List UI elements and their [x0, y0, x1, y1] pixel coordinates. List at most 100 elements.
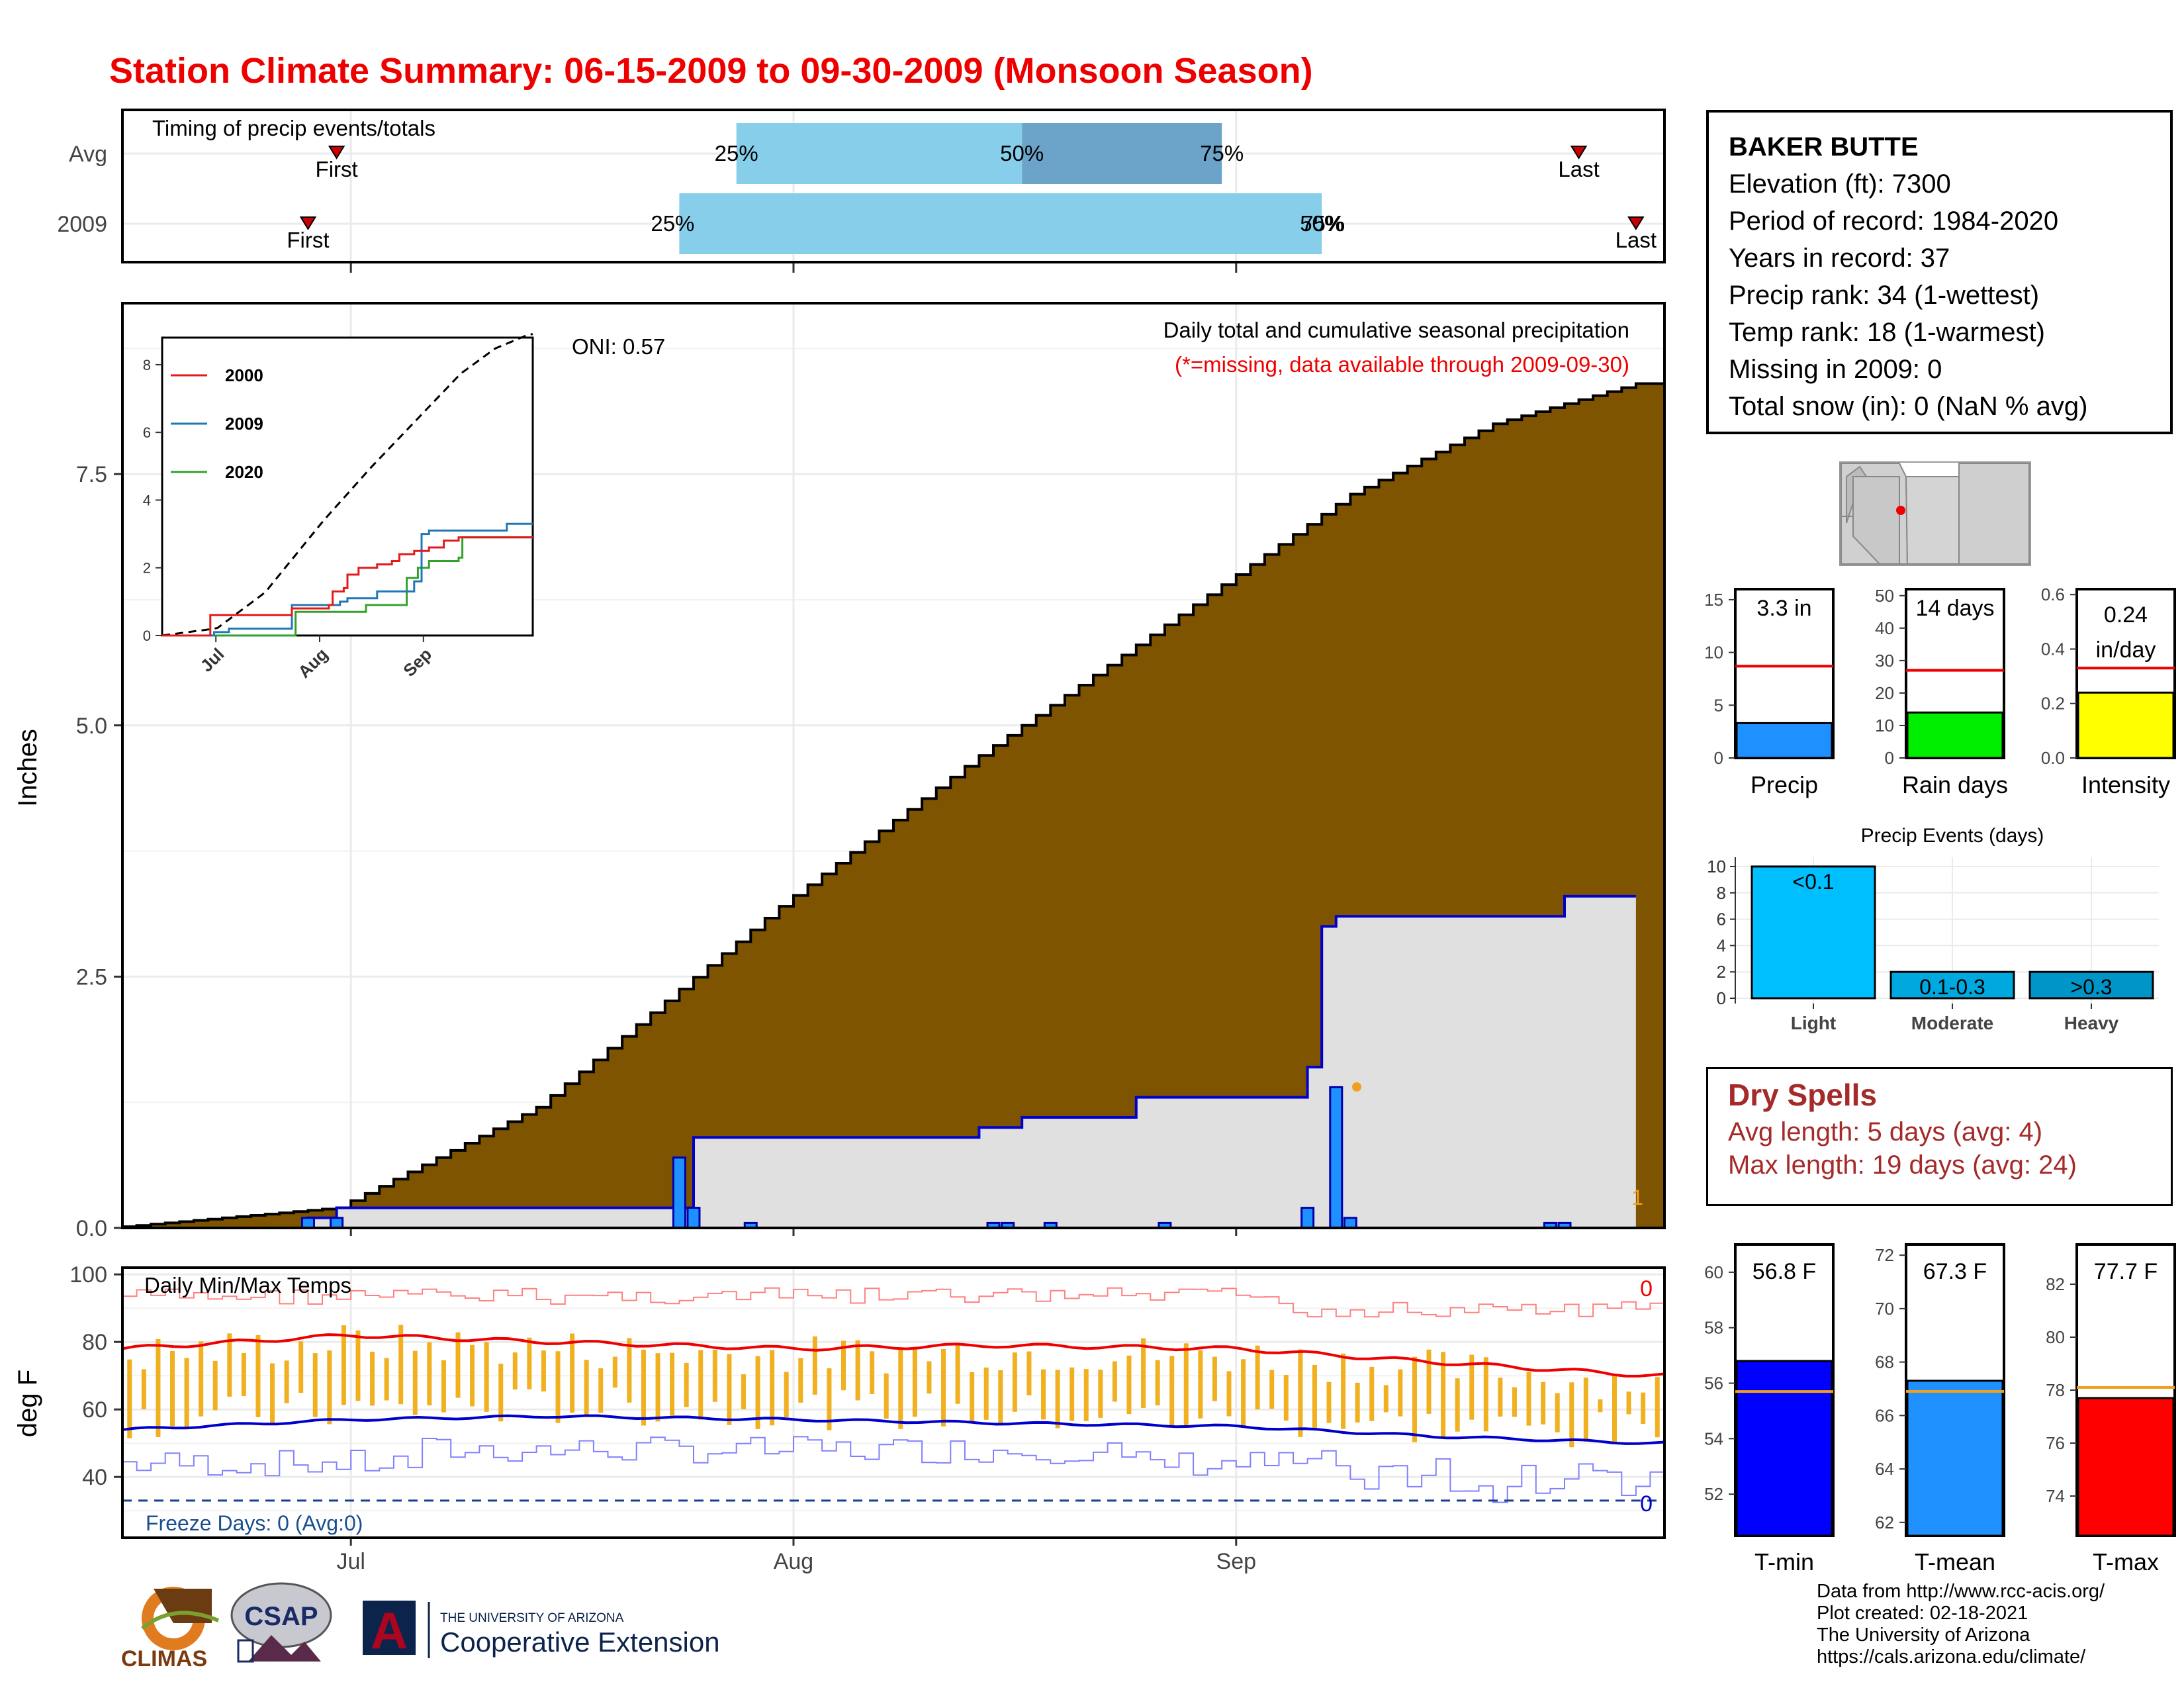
- daily-temp-range-bar: [1612, 1375, 1617, 1442]
- events-y-tick: 2: [1717, 962, 1726, 982]
- inset-line-2009: [162, 522, 533, 637]
- daily-temp-range-bar: [312, 1353, 318, 1417]
- inset-legend-label: 2020: [225, 462, 263, 482]
- inset-avg-line: [161, 333, 533, 637]
- daily-temp-range-bar: [412, 1350, 418, 1415]
- mini-bar-y-tick: 10: [1875, 716, 1894, 735]
- daily-precip-bar: [300, 1217, 315, 1229]
- daily-temp-range-bar: [983, 1367, 989, 1420]
- daily-temp-range-bar: [941, 1348, 946, 1427]
- timing-label: Timing of precip events/totals: [152, 116, 435, 140]
- daily-temp-range-bar: [1183, 1343, 1189, 1426]
- climas-wordmark: CLIMAS: [121, 1646, 207, 1671]
- daily-temp-range-bar: [1355, 1382, 1360, 1423]
- avg-last-marker: [1570, 146, 1588, 160]
- university-of-arizona-logo: A THE UNIVERSITY OF ARIZONA Cooperative …: [363, 1601, 720, 1660]
- event-category: Light: [1791, 1013, 1836, 1033]
- 2009-cumulative-line: [122, 894, 1636, 1229]
- mini-bar-y-tick: 30: [1875, 651, 1894, 671]
- daily-temp-range-bar: [1641, 1392, 1646, 1424]
- avg-quartile-bar-upper: [1022, 123, 1222, 184]
- events-y-tick: 6: [1717, 910, 1726, 929]
- daily-temp-range-bar: [1583, 1378, 1588, 1442]
- mini-bar-y-tick: 0: [1714, 748, 1723, 768]
- precip-caption: Daily total and cumulative seasonal prec…: [1163, 318, 1629, 342]
- temp-bar-category: T-max: [2093, 1548, 2159, 1575]
- inset-y-tick: 0: [143, 628, 151, 644]
- mini-bar-category: Intensity: [2081, 771, 2170, 798]
- temps-y-tick: 80: [82, 1330, 107, 1355]
- temp-bar-value: [1735, 1360, 1833, 1537]
- ua-cooperative-extension: Cooperative Extension: [440, 1626, 720, 1658]
- events-y-tick: 10: [1707, 857, 1726, 876]
- mini-bar-value-label: 3.3 in: [1756, 596, 1811, 621]
- daily-temp-range-bar: [1069, 1367, 1075, 1421]
- event-bar-label: <0.1: [1792, 870, 1834, 894]
- mini-bar-y-tick: 40: [1875, 618, 1894, 638]
- daily-temp-range-bar: [1469, 1354, 1475, 1420]
- avg-p50-label: 50%: [1000, 141, 1044, 165]
- 2009-quartile-bar: [679, 193, 1322, 254]
- event-category: Heavy: [2064, 1013, 2119, 1033]
- mini-bar-value-label: 0.24: [2104, 602, 2148, 628]
- daily-temp-range-bar: [1526, 1372, 1531, 1426]
- oni-label: ONI: 0.57: [572, 334, 665, 359]
- daily-temp-range-bar: [199, 1341, 204, 1417]
- avg-p75-label: 75%: [1200, 141, 1244, 165]
- daily-temp-range-bar: [812, 1336, 817, 1395]
- mini-bar-y-tick: 5: [1714, 695, 1723, 715]
- station-temp-rank: Temp rank: 18 (1-warmest): [1729, 318, 2045, 347]
- daily-temp-range-bar: [1269, 1370, 1275, 1409]
- daily-temp-range-bar: [627, 1338, 632, 1403]
- normal-low-line: [122, 1414, 1665, 1445]
- daily-temp-range-bar: [1169, 1356, 1175, 1426]
- daily-temp-range-bar: [1498, 1378, 1503, 1417]
- avg-p25-label: 25%: [715, 141, 758, 165]
- daily-temp-range-bar: [1326, 1382, 1332, 1423]
- mini-bar-y-tick: 50: [1875, 586, 1894, 606]
- daily-temp-range-bar: [1212, 1356, 1217, 1401]
- events-title: Precip Events (days): [1861, 825, 2044, 847]
- station-total-snow: Total snow (in): 0 (NaN % avg): [1729, 392, 2088, 421]
- daily-temp-range-bar: [641, 1349, 646, 1426]
- mini-bar-y-tick: 0.2: [2041, 694, 2065, 714]
- daily-temp-range-bar: [1555, 1393, 1560, 1432]
- daily-precip-bar: [1343, 1217, 1357, 1229]
- temps-x-tick: Sep: [1216, 1549, 1257, 1574]
- daily-temp-range-bar: [241, 1352, 246, 1397]
- daily-temp-range-bar: [1012, 1352, 1017, 1412]
- inset-x-tick: Jul: [197, 644, 228, 676]
- precip-events-chart: Precip Events (days) 0 2 4 6 8 10 <0.1 Light 0.1…: [1707, 825, 2159, 1033]
- daily-temp-range-bar: [1098, 1370, 1103, 1418]
- daily-temp-range-bar: [398, 1325, 404, 1405]
- daily-temp-range-bar: [1026, 1351, 1032, 1395]
- daily-temp-range-bar: [698, 1350, 704, 1420]
- daily-temp-range-bar: [1241, 1359, 1246, 1428]
- mini-bar-value: [1906, 711, 2004, 759]
- temp-bar-y-tick: 70: [1875, 1299, 1894, 1319]
- daily-temp-range-bar: [498, 1364, 504, 1422]
- daily-temp-range-bar: [1155, 1360, 1160, 1406]
- state-map: [1839, 461, 2031, 566]
- daily-temp-range-bar: [127, 1359, 132, 1438]
- dry-spells-box: Dry Spells Avg length: 5 days (avg: 4) M…: [1706, 1067, 2173, 1206]
- inset-y-tick: 6: [143, 424, 151, 441]
- daily-temp-range-bar: [898, 1348, 903, 1429]
- daily-temp-range-bar: [712, 1350, 717, 1402]
- daily-temp-range-bar: [184, 1358, 189, 1428]
- temp-bar-y-tick: 52: [1704, 1484, 1723, 1504]
- daily-temp-range-bar: [970, 1372, 975, 1423]
- temps-y-axis-label: deg F: [13, 1370, 42, 1437]
- daily-temp-range-bar: [327, 1350, 332, 1425]
- station-period: Period of record: 1984-2020: [1729, 207, 2059, 236]
- daily-precip-bar: [330, 1217, 344, 1229]
- daily-temp-range-bar: [255, 1335, 261, 1417]
- avg-first-label: First: [316, 157, 358, 181]
- temp-bar-y-tick: 56: [1704, 1374, 1723, 1393]
- ua-name: THE UNIVERSITY OF ARIZONA: [440, 1611, 624, 1625]
- event-bar: [2028, 970, 2154, 1000]
- mini-bar-y-tick: 15: [1704, 590, 1723, 610]
- daily-temp-range-bar: [555, 1351, 561, 1423]
